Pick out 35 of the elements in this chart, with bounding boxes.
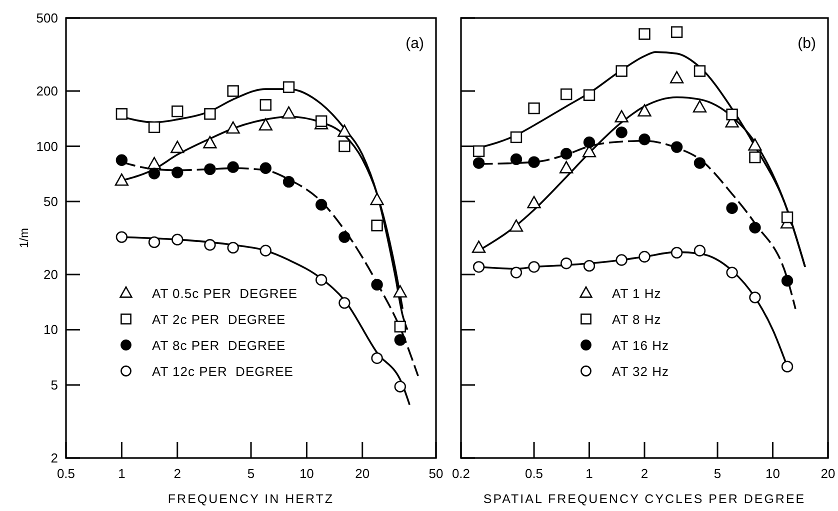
y-tick-label: 20 <box>44 267 58 282</box>
x-tick-label: 50 <box>428 466 444 481</box>
x-axis-title: FREQUENCY IN HERTZ <box>168 492 334 506</box>
y-tick-label: 10 <box>44 322 58 338</box>
y-tick-label: 500 <box>36 10 58 26</box>
x-tick-label: 20 <box>355 466 370 481</box>
x-tick-label: 20 <box>820 466 836 481</box>
x-tick-label: 10 <box>299 466 314 481</box>
annotation: (a) <box>406 35 424 52</box>
annotation: (b) <box>798 35 816 52</box>
x-tick-label: 5 <box>714 466 722 481</box>
legend-label: AT 1 Hz <box>612 286 662 301</box>
y-tick-label: 2 <box>50 450 58 466</box>
x-tick-label: 1 <box>118 466 126 481</box>
legend-label: AT 12c PER DEGREE <box>152 364 294 379</box>
x-tick-label: 10 <box>766 466 780 481</box>
y-tick-label: 5 <box>50 377 58 392</box>
legend-label: AT 2c PER DEGREE <box>152 312 286 327</box>
y-tick-label: 200 <box>36 84 58 99</box>
x-axis-title: SPATIAL FREQUENCY CYCLES PER DEGREE <box>483 492 806 506</box>
x-tick-label: 0.5 <box>524 466 544 481</box>
y-tick-label: 50 <box>44 194 58 209</box>
legend-label: AT 32 Hz <box>612 364 669 379</box>
x-tick-label: 2 <box>640 466 648 481</box>
legend-label: AT 8c PER DEGREE <box>152 338 286 353</box>
y-tick-label: 100 <box>36 138 58 154</box>
x-tick-label: 0.2 <box>452 466 470 481</box>
legend-label: AT 0.5c PER DEGREE <box>152 286 298 301</box>
legend-label: AT 8 Hz <box>612 312 662 327</box>
x-tick-label: 0.5 <box>56 466 76 481</box>
legend-label: AT 16 Hz <box>612 338 669 353</box>
x-tick-label: 5 <box>247 466 255 481</box>
y-axis-title: 1/m <box>17 228 31 248</box>
x-tick-label: 2 <box>174 466 181 481</box>
x-tick-label: 1 <box>586 466 593 481</box>
